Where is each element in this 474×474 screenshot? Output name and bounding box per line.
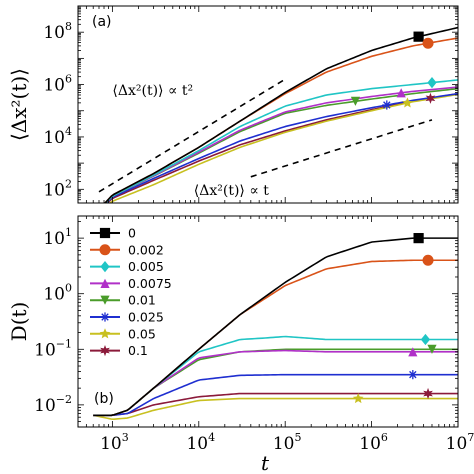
- x-tick-label: 104: [186, 431, 215, 454]
- legend-label: 0.025: [128, 310, 164, 325]
- x-tick-label: 105: [273, 431, 302, 454]
- y-tick-label: 100: [43, 282, 72, 305]
- series-line-0: [103, 26, 458, 203]
- plot-frame: [77, 215, 459, 428]
- marker-0.0075-0: [408, 347, 418, 357]
- series-line-0.0075: [93, 349, 458, 417]
- x-tick-label: 106: [359, 431, 388, 454]
- panel-label: (a): [92, 14, 112, 30]
- legend-label: 0.05: [128, 326, 156, 341]
- marker-0.005-0: [427, 77, 437, 89]
- marker-0.025-0: [382, 100, 392, 110]
- marker-0.0075-0: [396, 88, 406, 98]
- marker-0.002-0: [422, 254, 434, 266]
- marker-0-0: [413, 233, 424, 244]
- legend-label: 0.002: [128, 242, 164, 257]
- legend-marker-0.01: [100, 295, 110, 305]
- series-line-0: [93, 237, 458, 417]
- legend-marker-0.025: [100, 312, 110, 322]
- x-axis-label: t: [261, 451, 270, 474]
- legend-label: 0: [128, 226, 136, 241]
- y-axis-label: ⟨Δx²(t)⟩: [7, 68, 31, 141]
- reference-line-1: [250, 119, 433, 178]
- y-tick-label: 101: [43, 226, 72, 249]
- marker-0.002-0: [422, 37, 434, 49]
- plot-frame: [77, 5, 459, 204]
- series-line-0.0075: [104, 86, 458, 203]
- marker-0.1-0: [425, 92, 436, 104]
- y-tick-label: 108: [43, 20, 72, 43]
- series-line-0.005: [104, 79, 458, 203]
- legend-marker-0.0075: [100, 278, 110, 288]
- legend-marker-0.002: [99, 244, 111, 256]
- legend-marker-0.05: [99, 328, 111, 339]
- series-line-0.002: [103, 37, 458, 203]
- legend-label: 0.1: [128, 343, 148, 358]
- marker-0-0: [413, 31, 424, 42]
- legend-marker-0.1: [100, 345, 110, 357]
- series-line-0.005: [93, 335, 458, 417]
- legend-marker-0.005: [100, 261, 110, 273]
- y-axis-label: D(t): [7, 302, 31, 342]
- y-tick-label: 106: [43, 73, 72, 96]
- series-lines: [103, 26, 458, 203]
- y-ticks: [78, 220, 458, 428]
- y-ticks: [78, 5, 458, 204]
- legend-marker-0: [99, 227, 111, 239]
- series-line-0.01: [93, 348, 458, 417]
- marker-0.05-0: [402, 97, 413, 108]
- marker-0.025-0: [408, 370, 418, 380]
- series-line-0.01: [104, 87, 458, 203]
- y-tick-label: 104: [43, 125, 72, 148]
- marker-0.01-0: [350, 96, 361, 106]
- legend-label: 0.01: [128, 293, 156, 308]
- marker-0.01-0: [427, 344, 437, 354]
- x-tick-label: 107: [446, 431, 474, 454]
- series-line-0.05: [108, 93, 458, 203]
- series-lines: [93, 237, 458, 420]
- series-line-0.1: [93, 392, 458, 417]
- legend-label: 0.0075: [128, 276, 172, 291]
- panel-label: (b): [94, 391, 114, 407]
- series-line-0.025: [105, 92, 458, 203]
- series-line-0.025: [93, 373, 458, 417]
- panel-a: 102 104 106 108 (a) ⟨Δx²(t)⟩ ⟨Δx²(t)⟩ ∝ t² ⟨Δx²…: [7, 5, 459, 204]
- annotation-1: ⟨Δx²(t)⟩ ∝ t: [194, 183, 269, 199]
- legend-label: 0.005: [128, 259, 164, 274]
- reference-line-0: [98, 78, 286, 193]
- y-tick-label: 10−1: [34, 337, 72, 360]
- series-line-0.05: [93, 397, 458, 420]
- series-line-0.1: [106, 92, 458, 203]
- marker-0.005-0: [420, 333, 431, 346]
- marker-0.1-0: [423, 387, 433, 400]
- x-ticks: [77, 216, 459, 427]
- marker-0.05-0: [352, 392, 364, 404]
- y-tick-label: 10−2: [34, 393, 72, 416]
- y-tick-label: 102: [43, 177, 72, 200]
- x-tick-label: 103: [100, 431, 129, 454]
- annotation-0: ⟨Δx²(t)⟩ ∝ t²: [112, 83, 193, 99]
